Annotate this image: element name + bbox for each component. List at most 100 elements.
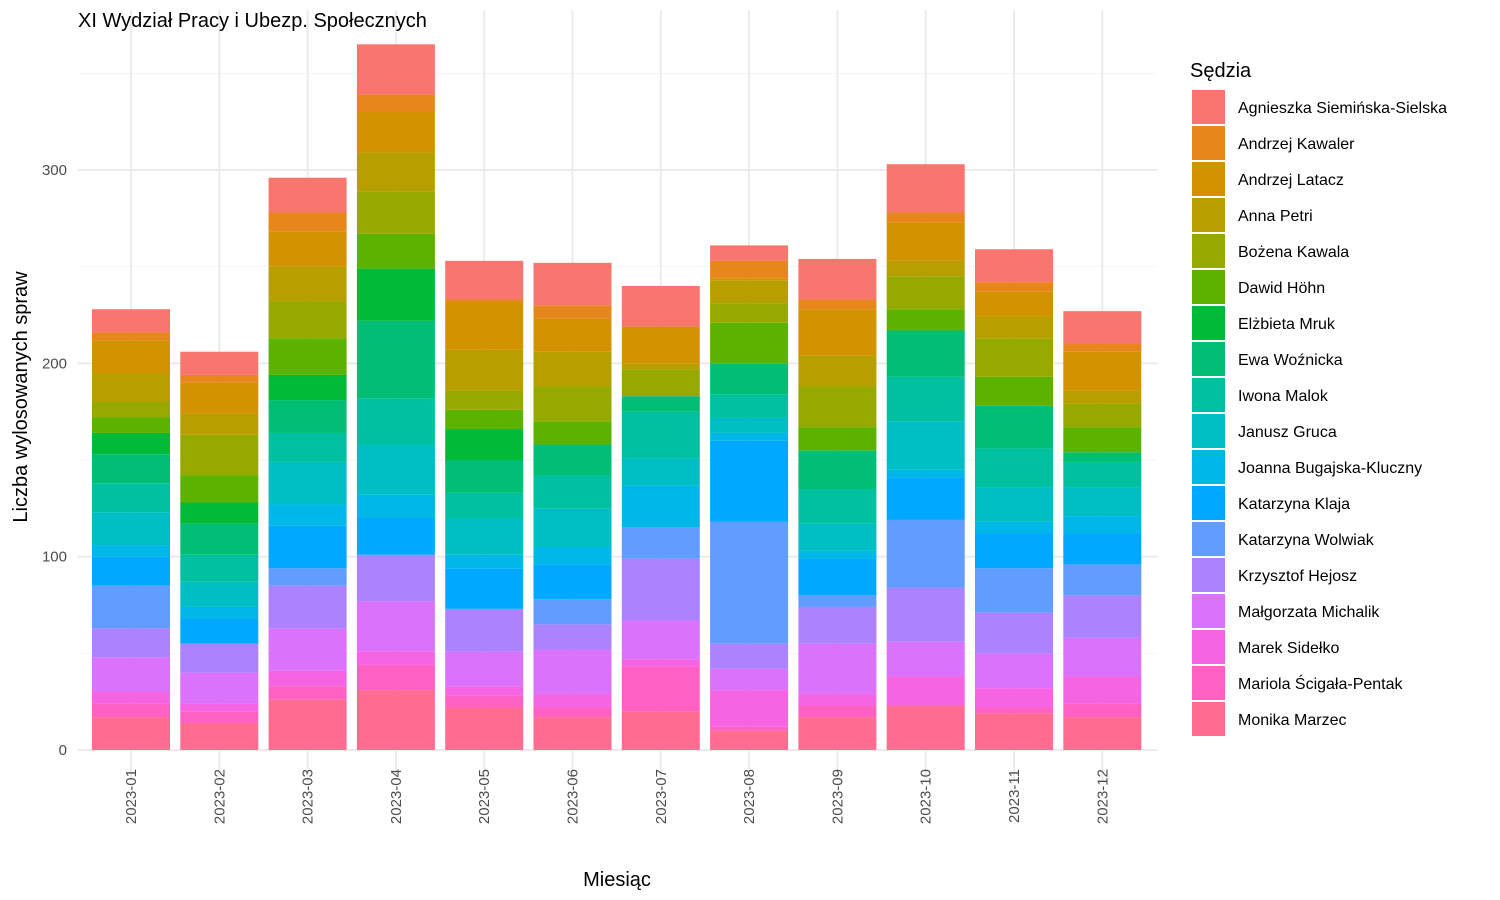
bar-segment xyxy=(180,618,259,644)
bar-segment xyxy=(356,191,435,234)
bar-segment xyxy=(533,707,612,718)
legend-label: Ewa Woźnicka xyxy=(1238,352,1343,369)
bar-segment xyxy=(180,722,259,750)
legend-label: Andrzej Latacz xyxy=(1238,172,1344,189)
bar-segment xyxy=(886,376,965,422)
bar-segment xyxy=(268,212,347,232)
bar-segment xyxy=(975,282,1053,292)
bar-segment xyxy=(356,112,435,153)
bar-segment xyxy=(533,475,612,509)
bar-segment xyxy=(92,402,170,418)
legend: Sędzia Agnieszka Siemińska-Sielska Andrze… xyxy=(1190,60,1447,736)
bar-segment xyxy=(268,670,347,687)
bar-segment xyxy=(445,707,524,750)
bar-segment xyxy=(445,608,524,652)
legend-key xyxy=(1192,522,1225,556)
y-tick-label: 200 xyxy=(42,355,67,372)
bar-segment xyxy=(445,299,524,302)
bar-segment xyxy=(886,212,965,223)
bar-segment xyxy=(268,266,347,302)
bar-segment xyxy=(1063,676,1142,704)
bar-segment xyxy=(92,309,170,333)
x-axis-ticks: 2023-01 2023-02 2023-03 2023-04 2023-05 2023-… xyxy=(123,769,1111,824)
bar-segment xyxy=(710,245,789,261)
bar-segment xyxy=(621,363,700,370)
bar-segment xyxy=(710,521,789,644)
legend-key xyxy=(1192,234,1225,268)
bar-segment xyxy=(445,651,524,687)
legend-label: Iwona Malok xyxy=(1238,388,1329,405)
bar-segment xyxy=(710,730,789,750)
bar-segment xyxy=(356,94,435,112)
bar-segment xyxy=(180,374,259,383)
bar-segment xyxy=(92,545,170,557)
bar-segment xyxy=(445,349,524,391)
bar-segment xyxy=(710,690,789,727)
bar-segment xyxy=(798,450,877,489)
bar-segment xyxy=(92,556,170,586)
bar-segment xyxy=(798,643,877,694)
legend-label: Katarzyna Klaja xyxy=(1238,496,1350,513)
x-tick-label: 2023-05 xyxy=(476,769,493,824)
bar-segment xyxy=(798,386,877,428)
bar-segment xyxy=(1063,427,1142,453)
bar-segment xyxy=(798,258,877,300)
bar-segment xyxy=(798,523,877,551)
bar-segment xyxy=(356,398,435,445)
x-tick-label: 2023-12 xyxy=(1094,769,1111,824)
bar-segment xyxy=(533,305,612,319)
bar-segment xyxy=(180,703,259,712)
bar-segment xyxy=(92,512,170,546)
bar-segment xyxy=(886,222,965,261)
bar-segment xyxy=(356,554,435,602)
bar-segment xyxy=(180,643,259,673)
bar-segment xyxy=(975,405,1053,449)
bar-segment xyxy=(710,394,789,418)
bar-segment xyxy=(1063,487,1142,517)
bar-segment xyxy=(798,558,877,596)
bar-segment xyxy=(1063,703,1142,718)
bar-segment xyxy=(1063,311,1142,344)
bar-segment xyxy=(798,550,877,559)
bar-segment xyxy=(356,268,435,321)
bar-segment xyxy=(621,458,700,486)
bar-segment xyxy=(975,487,1053,522)
x-tick-label: 2023-04 xyxy=(388,769,405,824)
legend-key xyxy=(1192,198,1225,232)
bar-segment xyxy=(798,693,877,706)
bar-segment xyxy=(180,672,259,704)
bar-segment xyxy=(92,628,170,658)
bar-segment xyxy=(445,301,524,350)
y-axis-title: Liczba wylosowanych spraw xyxy=(10,271,32,523)
bar-segment xyxy=(268,568,347,586)
bar-segment xyxy=(798,427,877,451)
legend-label: Krzysztof Hejosz xyxy=(1238,568,1357,585)
bar-segment xyxy=(445,429,524,460)
bar-segment xyxy=(975,338,1053,377)
legend-label: Marek Sidełko xyxy=(1238,640,1339,657)
bar-segment xyxy=(975,448,1053,488)
bar-segment xyxy=(92,432,170,455)
bar-segment xyxy=(886,519,965,588)
bar-segment xyxy=(886,260,965,277)
bar-segment xyxy=(621,620,700,660)
bar-segment xyxy=(1063,595,1142,638)
bar-segment xyxy=(445,518,524,555)
bar-segment xyxy=(798,299,877,310)
legend-label: Elżbieta Mruk xyxy=(1238,316,1336,333)
y-tick-label: 300 xyxy=(42,162,67,179)
legend-label: Agnieszka Siemińska-Sielska xyxy=(1238,100,1447,117)
bar-segment xyxy=(710,440,789,522)
bar-segment xyxy=(533,421,612,445)
bar-segment xyxy=(268,432,347,462)
bar-segment xyxy=(445,260,524,300)
bar-segment xyxy=(798,595,877,607)
bar-segment xyxy=(710,432,789,441)
legend-key xyxy=(1192,630,1225,664)
bar-segment xyxy=(975,568,1053,613)
bar-segment xyxy=(621,411,700,459)
bar-segment xyxy=(445,492,524,518)
legend-key xyxy=(1192,594,1225,628)
bar-segment xyxy=(268,338,347,375)
bar-segment xyxy=(1063,533,1142,565)
